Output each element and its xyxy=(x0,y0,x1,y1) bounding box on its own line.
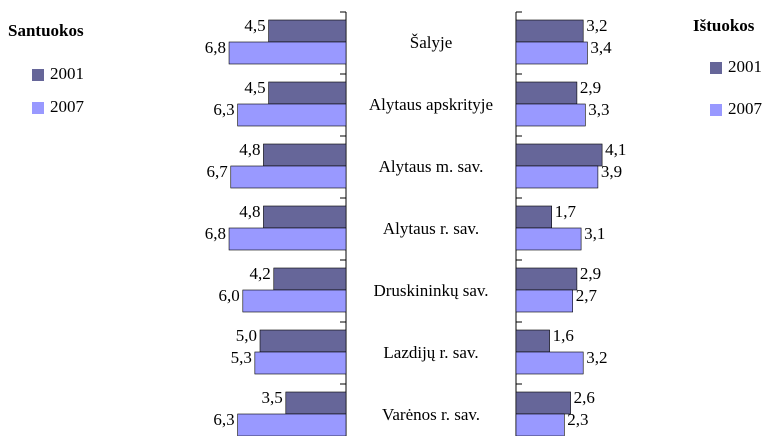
bar xyxy=(515,19,584,43)
legend-label: 2001 xyxy=(50,64,84,83)
bar xyxy=(254,351,347,375)
data-label: 3,2 xyxy=(586,16,607,35)
bar xyxy=(515,351,584,375)
bar xyxy=(228,227,347,251)
category-label: Lazdijų r. sav. xyxy=(383,343,479,362)
bar xyxy=(515,165,599,189)
legend-label: 2007 xyxy=(728,99,763,118)
bar xyxy=(259,329,347,353)
legend-swatch xyxy=(32,102,44,114)
data-label: 2,9 xyxy=(580,264,601,283)
data-label: 6,0 xyxy=(219,286,240,305)
bar xyxy=(228,41,347,65)
bar xyxy=(515,81,578,105)
data-label: 4,8 xyxy=(239,140,260,159)
bar xyxy=(263,205,347,229)
bar xyxy=(515,413,565,436)
data-label: 4,1 xyxy=(605,140,626,159)
bar xyxy=(515,143,603,167)
legend-swatch xyxy=(710,104,722,116)
bar xyxy=(515,289,574,313)
bar xyxy=(515,205,553,229)
data-label: 3,9 xyxy=(601,162,622,181)
category-label: Alytaus apskrityje xyxy=(368,95,494,114)
bar xyxy=(230,165,347,189)
category-label: Varėnos r. sav. xyxy=(381,405,481,424)
data-label: 4,2 xyxy=(250,264,271,283)
data-label: 3,5 xyxy=(262,388,283,407)
bar xyxy=(515,41,588,65)
data-label: 2,7 xyxy=(576,286,598,305)
data-label: 4,5 xyxy=(244,78,265,97)
bar xyxy=(263,143,347,167)
bar xyxy=(515,103,586,127)
bar xyxy=(515,329,550,353)
data-label: 1,6 xyxy=(553,326,574,345)
data-label: 6,3 xyxy=(213,410,234,429)
data-label: 3,1 xyxy=(584,224,605,243)
legend-label: 2007 xyxy=(50,97,85,116)
data-label: 4,8 xyxy=(239,202,260,221)
data-label: 6,7 xyxy=(207,162,229,181)
bar xyxy=(515,391,571,415)
category-label: Alytaus r. sav. xyxy=(382,219,480,238)
bar xyxy=(515,227,582,251)
bar xyxy=(237,103,347,127)
legend-label: 2001 xyxy=(728,57,762,76)
bar xyxy=(515,267,578,291)
legend-title: Ištuokos xyxy=(693,16,755,35)
data-label: 5,0 xyxy=(236,326,257,345)
data-label: 1,7 xyxy=(555,202,577,221)
bar xyxy=(242,289,347,313)
data-label: 4,5 xyxy=(244,16,265,35)
data-label: 2,3 xyxy=(567,410,588,429)
category-label: Druskininkų sav. xyxy=(373,281,489,300)
bar xyxy=(273,267,347,291)
legend-swatch xyxy=(710,62,722,74)
data-label: 6,8 xyxy=(205,38,226,57)
data-label: 3,3 xyxy=(588,100,609,119)
legend-title: Santuokos xyxy=(8,21,84,40)
data-label: 6,3 xyxy=(213,100,234,119)
category-label: Šalyje xyxy=(409,33,453,52)
data-label: 3,4 xyxy=(590,38,612,57)
bar xyxy=(268,81,347,105)
category-label: Alytaus m. sav. xyxy=(378,157,484,176)
data-label: 2,6 xyxy=(574,388,595,407)
data-label: 6,8 xyxy=(205,224,226,243)
bar xyxy=(285,391,347,415)
bar xyxy=(268,19,347,43)
data-label: 2,9 xyxy=(580,78,601,97)
bar xyxy=(237,413,347,436)
legend-swatch xyxy=(32,69,44,81)
data-label: 3,2 xyxy=(586,348,607,367)
data-label: 5,3 xyxy=(231,348,252,367)
